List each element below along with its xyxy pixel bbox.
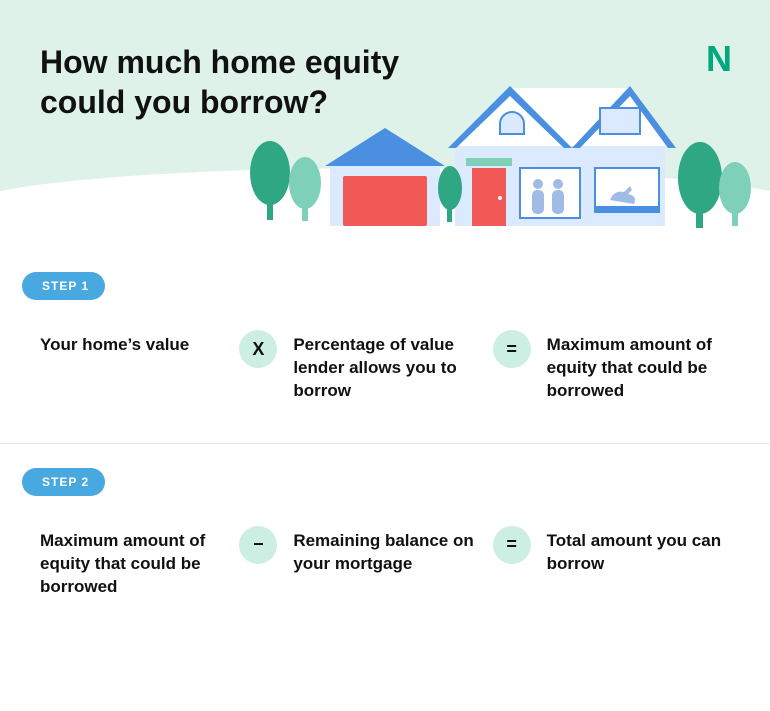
step-1-term-2: Percentage of value lender allows you to… <box>293 334 476 403</box>
steps-container: STEP 1 Your home’s value X Percentage of… <box>0 248 770 639</box>
page-title: How much home equity could you borrow? <box>40 42 440 122</box>
step-2-label: STEP 2 <box>22 468 105 496</box>
step-1-term-3: Maximum amount of equity that could be b… <box>547 334 730 403</box>
step-2: STEP 2 Maximum amount of equity that cou… <box>0 444 770 639</box>
step-2-term-2: Remaining balance on your mortgage <box>293 530 476 576</box>
multiply-icon: X <box>239 330 277 368</box>
brand-logo: N <box>706 38 730 80</box>
equals-icon: = <box>493 526 531 564</box>
hero-banner: How much home equity could you borrow? N <box>0 0 770 248</box>
step-1-formula: Your home’s value X Percentage of value … <box>40 334 730 403</box>
step-2-formula: Maximum amount of equity that could be b… <box>40 530 730 599</box>
step-2-term-3: Total amount you can borrow <box>547 530 730 576</box>
step-2-term-1: Maximum amount of equity that could be b… <box>40 530 223 599</box>
step-1-label: STEP 1 <box>22 272 105 300</box>
step-1: STEP 1 Your home’s value X Percentage of… <box>0 248 770 444</box>
equals-icon: = <box>493 330 531 368</box>
step-1-term-1: Your home’s value <box>40 334 223 357</box>
minus-icon: − <box>239 526 277 564</box>
